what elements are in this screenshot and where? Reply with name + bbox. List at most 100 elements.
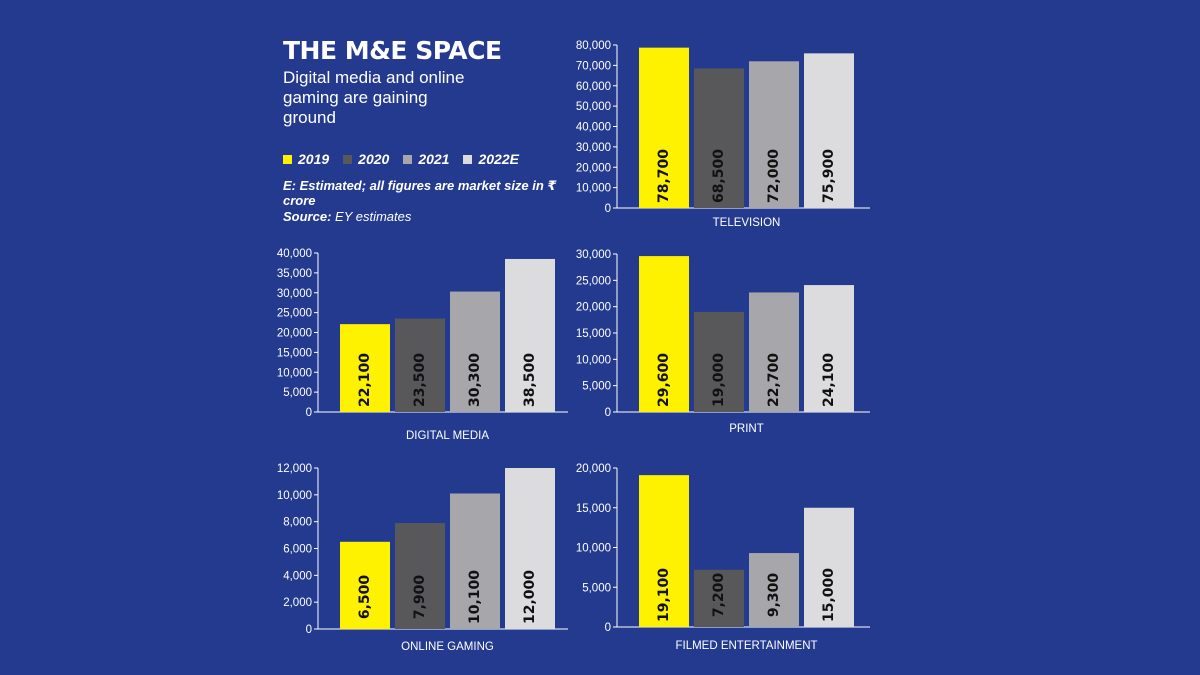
chart-digital-media: 0 5,000 10,000 15,000 20,000 25,000 30,000 35,0…: [277, 248, 568, 442]
y-tick-label: 20,000: [576, 302, 611, 314]
bar-2019: [639, 47, 689, 209]
y-tick-label: 70,000: [576, 60, 611, 72]
legend-item-2020: 2020: [343, 151, 389, 167]
chart-title: ONLINE GAMING: [401, 641, 494, 653]
legend-label: 2022E: [478, 151, 519, 167]
bar-value-label: 10,100: [467, 570, 483, 624]
legend-label: 2021: [418, 151, 450, 167]
y-tick-label: 5,000: [582, 381, 611, 393]
bar-value-label: 9,300: [766, 573, 782, 618]
legend-swatch: [283, 154, 292, 164]
y-tick-label: 40,000: [576, 122, 611, 134]
bar-value-label: 68,500: [711, 149, 727, 203]
y-tick-label: 12,000: [277, 463, 312, 475]
bar-2021: [450, 493, 500, 629]
bar-2021: [749, 553, 799, 627]
bar-value-label: 15,000: [821, 568, 837, 622]
bar-2020: [694, 68, 744, 209]
bar-2022e: [804, 53, 854, 209]
legend: 2019 2020 2021 2022E: [283, 151, 519, 167]
y-tick-label: 8,000: [283, 517, 312, 529]
chart-title: PRINT: [729, 423, 764, 435]
y-tick-label: 20,000: [576, 162, 611, 174]
bar-value-label: 78,700: [656, 149, 672, 203]
y-tick-label: 10,000: [576, 354, 611, 366]
page-title: THE M&E SPACE: [283, 36, 502, 65]
y-tick-label: 20,000: [277, 328, 312, 340]
chart-print: 0 5,000 10,000 15,000 20,000 25,000 30,000 29,6…: [576, 249, 870, 435]
chart-title: TELEVISION: [713, 217, 781, 229]
bar-value-label: 23,500: [412, 353, 428, 407]
bar-2020: [694, 569, 744, 627]
bar-2019: [340, 324, 390, 412]
bar-value-label: 22,700: [766, 353, 782, 407]
y-tick-label: 30,000: [277, 288, 312, 300]
y-tick-label: 0: [605, 203, 611, 215]
bar-2019: [639, 475, 689, 627]
y-tick-label: 25,000: [576, 275, 611, 287]
legend-swatch: [463, 154, 473, 164]
y-tick-label: 50,000: [576, 101, 611, 113]
bar-2019: [340, 541, 390, 629]
bar-2021: [749, 61, 799, 208]
y-tick-label: 5,000: [582, 582, 611, 594]
y-tick-label: 25,000: [277, 308, 312, 320]
chart-online-gaming: 0 2,000 4,000 6,000 8,000 10,000 12,000 6,500 7,…: [277, 463, 568, 653]
y-tick-label: 15,000: [576, 503, 611, 515]
y-tick-label: 30,000: [576, 249, 611, 261]
y-tick-label: 5,000: [283, 387, 312, 399]
bar-2020: [395, 523, 445, 629]
y-tick-label: 10,000: [576, 183, 611, 195]
y-tick-label: 0: [605, 407, 611, 419]
legend-swatch: [343, 154, 353, 164]
bar-2019: [639, 256, 689, 412]
bar-2022e: [505, 258, 555, 412]
y-tick-label: 10,000: [277, 490, 312, 502]
bar-value-label: 12,000: [522, 570, 538, 624]
y-tick-label: 10,000: [277, 367, 312, 379]
y-tick-label: 0: [306, 407, 312, 419]
legend-label: 2019: [298, 151, 330, 167]
y-tick-label: 0: [605, 622, 611, 634]
bar-2022e: [804, 285, 854, 412]
y-tick-label: 6,000: [283, 544, 312, 556]
y-tick-label: 60,000: [576, 81, 611, 93]
bar-value-label: 19,100: [656, 568, 672, 622]
chart-title: FILMED ENTERTAINMENT: [675, 640, 817, 652]
y-tick-label: 80,000: [576, 40, 611, 52]
legend-item-2021: 2021: [403, 151, 449, 167]
bar-2022e: [505, 468, 555, 629]
footnote: E: Estimated; all figures are market siz…: [283, 178, 557, 208]
source-line: Source: EY estimates: [283, 209, 411, 224]
y-tick-label: 2,000: [283, 597, 312, 609]
y-tick-label: 40,000: [277, 248, 312, 260]
y-tick-label: 20,000: [576, 463, 611, 475]
source-label: Source:: [283, 209, 332, 224]
bar-value-label: 6,500: [357, 575, 373, 620]
bar-value-label: 7,200: [711, 573, 727, 618]
chart-television: 0 10,000 20,000 30,000 40,000 50,000 60,000 70,…: [576, 40, 870, 229]
bar-2021: [450, 291, 500, 412]
y-tick-label: 30,000: [576, 142, 611, 154]
bar-value-label: 75,900: [821, 149, 837, 203]
bar-value-label: 7,900: [412, 575, 428, 620]
y-tick-label: 0: [306, 624, 312, 636]
legend-label: 2020: [358, 151, 390, 167]
bar-value-label: 22,100: [357, 353, 373, 407]
legend-swatch: [403, 154, 413, 164]
y-tick-label: 10,000: [576, 543, 611, 555]
page-subtitle: Digital media and online gaming are gain…: [283, 68, 465, 127]
header: THE M&E SPACE Digital media and online g…: [283, 36, 573, 128]
y-tick-label: 35,000: [277, 268, 312, 280]
bar-value-label: 38,500: [522, 353, 538, 407]
legend-item-2022e: 2022E: [463, 151, 519, 167]
bar-2021: [749, 292, 799, 412]
bar-2020: [395, 318, 445, 412]
bar-2020: [694, 311, 744, 412]
y-tick-label: 15,000: [576, 328, 611, 340]
bar-2022e: [804, 507, 854, 627]
bar-value-label: 30,300: [467, 353, 483, 407]
bar-value-label: 72,000: [766, 149, 782, 203]
chart-filmed-entertainment: 0 5,000 10,000 15,000 20,000 19,100 7,200 9,300…: [576, 463, 870, 652]
